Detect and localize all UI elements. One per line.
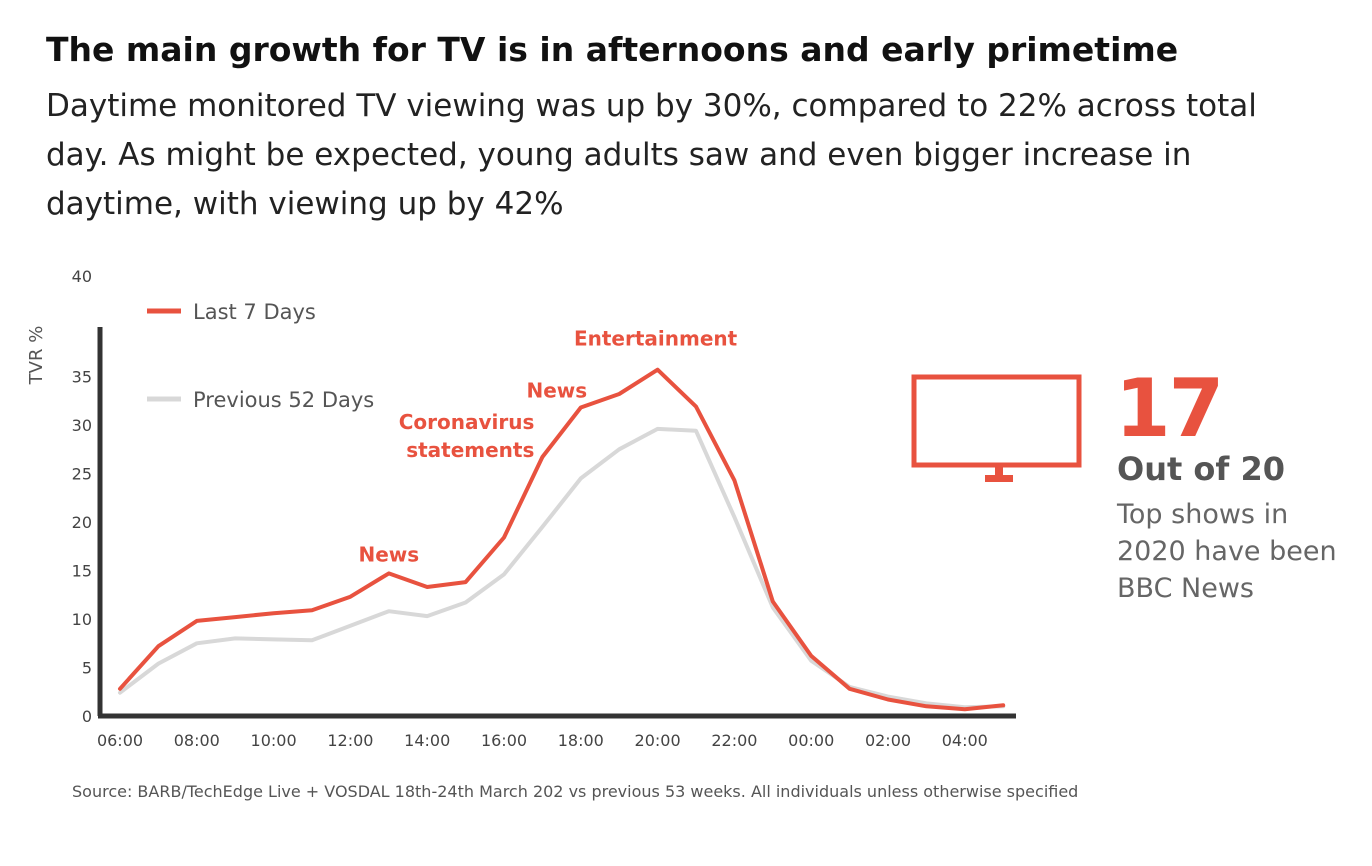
x-tick-label: 10:00 <box>251 731 297 750</box>
legend-label: Previous 52 Days <box>193 388 374 412</box>
page-title: The main growth for TV is in afternoons … <box>46 30 1179 69</box>
x-tick-label: 18:00 <box>558 731 604 750</box>
tv-icon <box>911 374 1082 482</box>
x-tick-label: 12:00 <box>327 731 373 750</box>
x-tick-label: 20:00 <box>635 731 681 750</box>
y-tick-label: 10 <box>72 610 92 629</box>
y-tick-label: 15 <box>72 562 92 581</box>
legend-label: Last 7 Days <box>193 300 316 324</box>
x-tick-label: 16:00 <box>481 731 527 750</box>
y-axis-label: TVR % <box>26 326 47 386</box>
annotation-label: statements <box>406 438 534 462</box>
series-line-last-7-days <box>118 367 1006 712</box>
x-tick-label: 14:00 <box>404 731 450 750</box>
y-tick-label: 35 <box>72 368 92 387</box>
annotation-label: News <box>526 379 587 403</box>
annotation-label: Coronavirus <box>399 410 535 434</box>
y-tick-label: 20 <box>72 513 92 532</box>
y-tick-label: 0 <box>82 707 92 726</box>
x-tick-label: 22:00 <box>711 731 757 750</box>
y-tick-label: 25 <box>72 465 92 484</box>
x-tick-label: 06:00 <box>97 731 143 750</box>
stat-subtitle: Out of 20 <box>1117 450 1285 488</box>
series-line-previous-52-days <box>118 426 1006 710</box>
source-note: Source: BARB/TechEdge Live + VOSDAL 18th… <box>72 782 1079 801</box>
x-tick-label: 08:00 <box>174 731 220 750</box>
stat-number: 17 <box>1115 362 1224 455</box>
page-subtitle: Daytime monitored TV viewing was up by 3… <box>46 88 1257 222</box>
x-tick-label: 00:00 <box>788 731 834 750</box>
y-tick-label: 40 <box>72 267 92 286</box>
x-tick-label: 04:00 <box>942 731 988 750</box>
y-tick-label: 30 <box>72 416 92 435</box>
y-tick-label: 5 <box>82 659 92 678</box>
annotation-label: News <box>358 542 419 566</box>
annotation-label: Entertainment <box>574 327 738 351</box>
stat-description: Top shows in 2020 have been BBC News <box>1117 499 1337 604</box>
x-tick-label: 02:00 <box>865 731 911 750</box>
